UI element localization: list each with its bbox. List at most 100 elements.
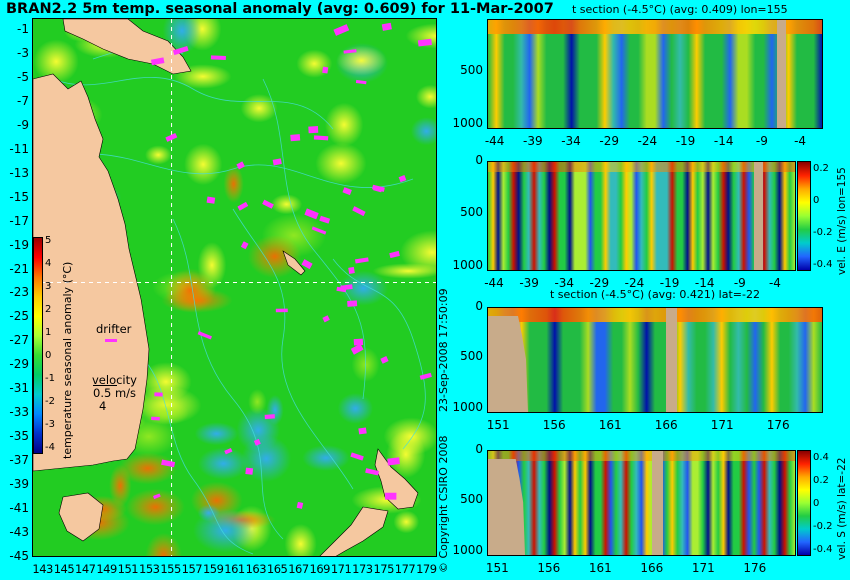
drifter-legend-label: drifter	[96, 322, 132, 336]
surface-layer	[488, 20, 822, 34]
map-colorbar-tick: 4	[45, 258, 52, 269]
map-colorbar-tick: -3	[45, 419, 55, 430]
section-field	[488, 451, 795, 555]
velocity-colorbar-label: vel. E (m/s) lon=155	[836, 167, 848, 275]
map-lat-tick: -5	[17, 69, 29, 84]
map-lat-tick: -9	[17, 117, 29, 132]
panel-x-tick: -29	[599, 134, 619, 148]
map-colorbar	[33, 237, 43, 454]
seafloor-land	[777, 20, 786, 128]
seafloor-land	[652, 451, 663, 555]
panel-x-tick: 166	[654, 418, 678, 432]
map-lat-tick: -25	[9, 309, 29, 324]
map-lon-tick: 177	[394, 562, 416, 576]
panel-y-tick: 0	[475, 153, 483, 167]
map-lon-tick: 173	[352, 562, 373, 576]
panel-y-tick: 1000	[452, 399, 483, 414]
map-lon-tick: 171	[330, 562, 352, 576]
panel-x-tick: -9	[733, 276, 746, 290]
map-lon-tick: 163	[245, 562, 267, 576]
velocity-colorbar-tick: 0	[813, 498, 820, 509]
map-colorbar-tick: -1	[45, 373, 55, 384]
map-lat-tick: -41	[9, 501, 29, 516]
velocity-colorbar-tick: 0.2	[813, 475, 829, 486]
panel-x-tick: 156	[537, 561, 561, 575]
map-lon-axis: 143 145 147 149 151 153 155 157 159 161 163 165 167 1…	[0, 562, 440, 578]
map-lat-tick: -3	[17, 45, 29, 60]
map-lat-tick: -39	[9, 477, 29, 492]
page-title: BRAN2.2 5m temp. seasonal anomaly (avg: …	[6, 1, 554, 17]
panel-x-tick: -4	[768, 276, 781, 290]
seafloor-land	[488, 459, 525, 555]
panel-y-tick: 0	[475, 299, 483, 313]
velocity-legend-arrow	[93, 385, 117, 386]
map-colorbar-tick: -4	[45, 442, 55, 453]
land-tasmania	[58, 492, 104, 542]
panel1-title: t section (-4.5°C) (avg: 0.409) lon=155	[572, 3, 788, 16]
map-lon-tick: 179	[416, 562, 437, 576]
panel-y-tick: 0	[475, 442, 483, 456]
panel-x-tick: 171	[691, 561, 715, 575]
panel-x-tick: 151	[485, 561, 509, 575]
map-lon-tick: 161	[224, 562, 245, 576]
map-colorbar-tick: 3	[45, 281, 52, 292]
map-lat-tick: -35	[9, 429, 29, 444]
section-panel-3	[487, 307, 823, 413]
map-plot: 5 4 3 2 1 0 -1 -2 -3 -4 temperature seasonal anom…	[32, 18, 437, 557]
map-lon-tick: 167	[288, 562, 309, 576]
panel-x-tick: 161	[598, 418, 622, 432]
map-lon-tick: 153	[139, 562, 160, 576]
velocity-colorbar-tick: 0.2	[813, 163, 829, 174]
map-lat-tick: -31	[9, 381, 29, 396]
map-lat-tick: -11	[9, 141, 29, 156]
panel-y-tick: 1000	[452, 115, 483, 130]
velocity-colorbar-tick: 0	[813, 195, 820, 206]
seafloor-land	[666, 308, 677, 412]
panel-y-tick: 500	[460, 63, 483, 78]
panel-x-tick: -44	[484, 134, 505, 148]
map-svg	[33, 19, 436, 556]
seafloor-land	[754, 162, 763, 270]
panel-y-tick: 500	[460, 349, 483, 364]
panel-x-tick: -14	[713, 134, 734, 148]
panel-x-tick: -19	[659, 276, 680, 290]
section-field	[488, 162, 795, 270]
section-panel-2	[487, 161, 796, 271]
panel-x-tick: -44	[484, 276, 504, 290]
panel3-title: t section (-4.5°C) (avg: 0.421) lat=-22	[550, 288, 760, 301]
map-lat-tick: -15	[9, 189, 29, 204]
map-lon-tick: 143	[32, 562, 53, 576]
velocity-legend-value2: 4	[99, 399, 107, 413]
velocity-colorbar-tick: 0.4	[813, 452, 829, 463]
panel-x-tick: -39	[523, 134, 543, 148]
map-lat-tick: -43	[9, 525, 29, 540]
seafloor-land	[488, 316, 528, 412]
map-lat-tick: -27	[9, 333, 29, 348]
panel-x-tick: 176	[766, 418, 790, 432]
map-lon-tick: 149	[96, 562, 117, 576]
surface-layer	[488, 308, 822, 322]
map-lat-tick: -33	[9, 405, 29, 420]
bathymetry-contours	[52, 46, 426, 555]
velocity-colorbar-tick: -0.4	[813, 259, 833, 270]
map-colorbar-tick: 1	[45, 327, 52, 338]
map-lat-tick: -19	[9, 237, 29, 252]
map-lon-tick: 169	[309, 562, 331, 576]
land-new-zealand-south	[319, 506, 389, 556]
map-lon-tick: 175	[373, 562, 394, 576]
section-field	[488, 20, 822, 128]
velocity-colorbar	[797, 450, 811, 556]
map-lon-tick: 147	[75, 562, 96, 576]
section-panel-1	[487, 19, 823, 129]
panel-y-tick: 1000	[452, 542, 483, 557]
panel-y-tick: 1000	[452, 257, 483, 272]
panel-x-tick: 161	[588, 561, 612, 575]
map-lat-tick: -45	[9, 549, 29, 563]
map-lat-tick: -17	[9, 213, 29, 228]
panel-x-tick: 171	[710, 418, 734, 432]
map-lat-tick: -13	[9, 165, 29, 180]
panel-x-tick: -34	[561, 134, 581, 148]
panel-x-tick: 156	[542, 418, 566, 432]
map-lon-tick: 151	[117, 562, 139, 576]
velocity-colorbar	[797, 161, 811, 271]
